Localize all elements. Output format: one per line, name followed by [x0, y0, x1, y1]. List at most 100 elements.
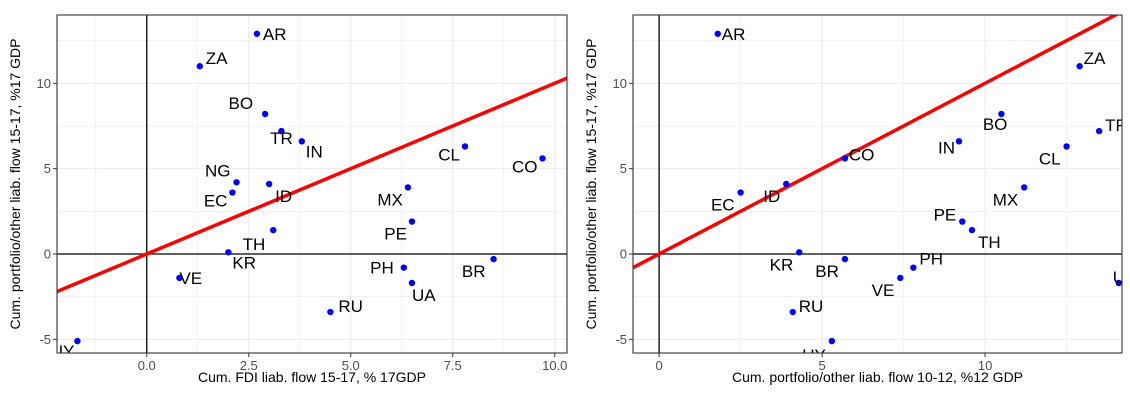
data-point-ua [408, 279, 416, 287]
x-tick-label: 10.0 [542, 358, 567, 373]
data-label-ua: UA [412, 286, 436, 305]
data-label-br: BR [462, 262, 486, 281]
x-tick-label: 2.5 [240, 358, 258, 373]
data-label-th: TH [243, 235, 266, 254]
data-point-cl [1063, 143, 1070, 150]
x-axis-title: Cum. portfolio/other liab. flow 10-12, %… [732, 369, 1023, 385]
data-point-kr [225, 249, 232, 256]
data-point-tr [1095, 127, 1103, 135]
data-label-mx: MX [377, 190, 403, 209]
data-label-ve: VE [872, 281, 895, 300]
data-point-tr [278, 127, 285, 135]
data-label-ng: NG [205, 161, 231, 180]
data-point-th [968, 226, 976, 234]
data-label-ar: AR [722, 25, 746, 44]
data-label-uy: UY [51, 342, 75, 361]
data-point-in [298, 138, 305, 145]
data-label-ph: PH [919, 250, 943, 269]
panel-border [632, 14, 1123, 354]
data-label-in: IN [938, 138, 955, 157]
x-tick-label: 5 [818, 358, 825, 373]
data-point-ru [789, 308, 796, 316]
data-label-br: BR [815, 262, 839, 281]
data-point-kr [796, 249, 803, 256]
data-label-th: TH [978, 233, 1001, 252]
data-label-cl: CL [1039, 149, 1061, 168]
data-point-pe [408, 218, 416, 225]
chart-panel-portfolio: AR ZA TR BO IN CL CO MX ID EC PE TH KR BR PH VE UA RU UY 0 5… [583, 14, 1130, 385]
data-point-uy [828, 337, 836, 345]
y-tick-label: 5 [620, 161, 627, 176]
y-tick-label: 0 [44, 246, 51, 261]
data-point-cl [461, 143, 469, 150]
data-point-mx [404, 184, 412, 191]
data-point-id [265, 180, 273, 188]
data-point-ar [714, 30, 721, 37]
x-axis-title: Cum. FDI liab. flow 15-17, % 17GDP [198, 369, 426, 385]
data-point-br [841, 255, 849, 263]
data-point-za [196, 63, 203, 70]
y-tick-label: 5 [44, 161, 51, 176]
data-point-ru [327, 308, 334, 316]
data-point-id [783, 180, 790, 188]
data-label-in: IN [306, 142, 323, 161]
data-point-ng [233, 179, 240, 186]
fit-line [633, 15, 1120, 270]
data-label-pe: PE [384, 225, 407, 244]
data-label-kr: KR [770, 255, 794, 274]
data-point-co [539, 155, 546, 162]
x-tick-label: 0.0 [138, 358, 156, 373]
data-point-pe [959, 218, 966, 225]
data-point-ec [229, 189, 236, 196]
data-point-ph [910, 264, 917, 271]
data-label-co: CO [849, 145, 875, 164]
data-point-ph [400, 264, 407, 271]
data-point-co [841, 155, 849, 162]
y-tick-label: -5 [615, 332, 627, 347]
y-tick-label: -5 [39, 332, 51, 347]
data-point-bo [261, 110, 269, 118]
data-label-ar: AR [263, 25, 287, 44]
x-tick-label: 10 [978, 358, 992, 373]
data-point-uy [74, 337, 81, 345]
data-label-za: ZA [206, 49, 228, 68]
y-tick-label: 10 [613, 76, 627, 91]
y-axis-title: Cum. portfolio/other liab. flow 15-17, %… [583, 38, 599, 329]
data-label-tr: TR [1105, 116, 1128, 135]
data-point-ec [737, 189, 744, 196]
data-label-ve: VE [179, 269, 202, 288]
data-label-ph: PH [370, 259, 394, 278]
data-label-co: CO [512, 157, 538, 176]
x-tick-label: 7.5 [444, 358, 462, 373]
data-label-id: ID [763, 187, 780, 206]
data-point-bo [998, 110, 1005, 118]
x-tick-label: 0 [655, 358, 662, 373]
data-label-ru: RU [338, 297, 363, 316]
data-point-th [270, 226, 277, 234]
data-label-kr: KR [232, 253, 256, 272]
data-label-mx: MX [993, 190, 1019, 209]
data-label-ec: EC [711, 196, 735, 215]
data-label-pe: PE [934, 206, 957, 225]
data-label-za: ZA [1084, 49, 1106, 68]
data-label-tr: TR [270, 129, 293, 148]
data-point-mx [1020, 184, 1028, 191]
data-point-in [955, 138, 963, 145]
data-point-za [1076, 63, 1083, 70]
data-point-ar [253, 30, 261, 37]
data-label-ec: EC [204, 192, 228, 211]
data-point-ve [897, 274, 904, 282]
data-label-id: ID [275, 187, 292, 206]
y-tick-label: 0 [620, 246, 627, 261]
data-point-br [490, 255, 497, 263]
y-tick-label: 10 [37, 76, 51, 91]
data-label-uy: UY [802, 346, 826, 365]
data-label-ua: UA [1113, 268, 1130, 287]
data-label-ru: RU [799, 297, 824, 316]
data-label-bo: BO [229, 94, 254, 113]
x-tick-label: 5.0 [342, 358, 360, 373]
data-label-bo: BO [983, 115, 1008, 134]
y-axis-title: Cum. portfolio/other liab. flow 15-17, %… [7, 38, 23, 329]
